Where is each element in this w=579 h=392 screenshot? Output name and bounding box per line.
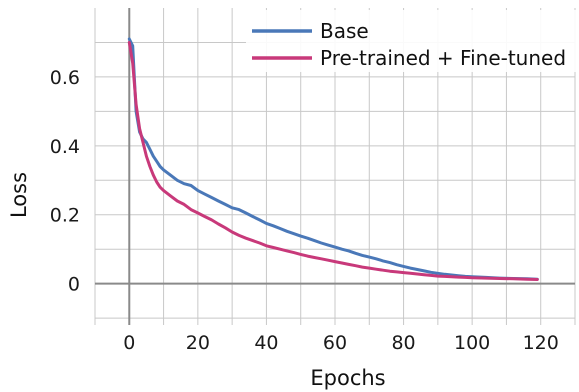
axes [95, 8, 575, 325]
x-tick-label: 100 [454, 332, 490, 354]
x-tick-label: 20 [186, 332, 210, 354]
y-tick-label: 0.2 [50, 205, 80, 227]
x-tick-label: 60 [323, 332, 347, 354]
y-tick-label: 0.4 [50, 136, 80, 158]
tick-labels: 0 20 40 60 80 100 120 0 0.2 0.4 0.6 [50, 67, 559, 354]
series-line-pretrained-finetuned [127, 41, 539, 281]
y-tick-label: 0 [68, 274, 80, 296]
x-tick-label: 80 [391, 332, 415, 354]
legend-background [246, 10, 578, 72]
x-tick-label: 40 [254, 332, 278, 354]
x-axis-title: Epochs [310, 366, 385, 390]
x-tick-label: 0 [123, 332, 135, 354]
x-tick-label: 120 [523, 332, 559, 354]
y-axis-title: Loss [7, 172, 31, 218]
legend: Base Pre-trained + Fine-tuned [246, 10, 578, 72]
legend-label-base: Base [320, 19, 369, 43]
y-tick-label: 0.6 [50, 67, 80, 89]
legend-label-pretrained-finetuned: Pre-trained + Fine-tuned [320, 46, 566, 70]
series-lines [127, 37, 539, 281]
series-line-base [127, 37, 539, 281]
